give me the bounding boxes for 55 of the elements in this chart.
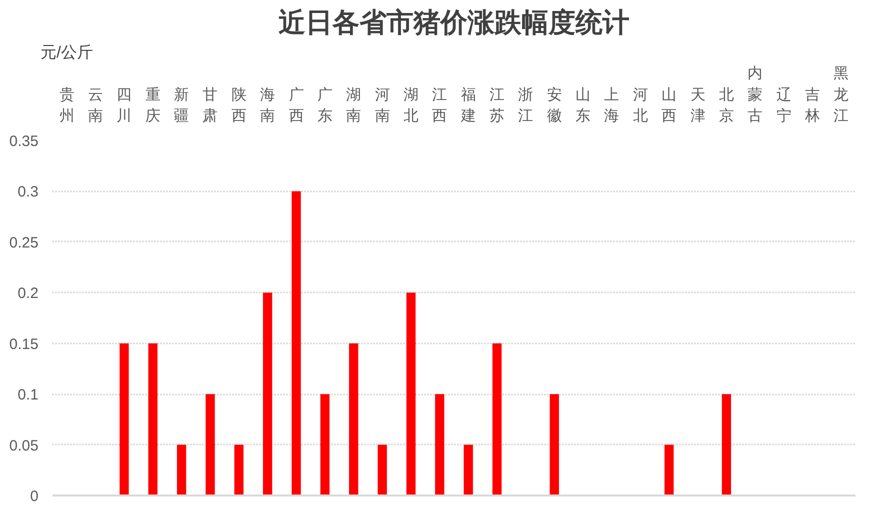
x-tick-label: 上海 — [604, 86, 620, 124]
x-tick-label: 内蒙古 — [748, 65, 763, 124]
x-tick-label: 浙江 — [518, 86, 534, 124]
bar — [550, 394, 559, 496]
bar — [176, 444, 186, 496]
bar — [292, 191, 301, 496]
x-tick-label: 福建 — [460, 86, 476, 124]
bar — [120, 343, 129, 496]
y-tick-label: 0 — [30, 488, 38, 505]
bar — [406, 292, 416, 496]
chart-title: 近日各省市猪价涨跌幅度统计 — [278, 8, 630, 38]
x-tick-label: 黑龙江 — [834, 65, 849, 124]
x-tick-label: 江苏 — [490, 86, 505, 124]
y-tick-label: 0.25 — [9, 234, 39, 252]
x-tick-label: 吉林 — [804, 86, 820, 124]
x-tick-label: 安徽 — [546, 86, 562, 124]
bar — [435, 394, 444, 496]
bar — [378, 444, 387, 496]
x-tick-label: 云南 — [88, 86, 104, 124]
x-tick-label: 海南 — [260, 86, 276, 124]
bar — [234, 444, 244, 496]
x-tick-label: 山东 — [576, 86, 591, 124]
bar — [320, 394, 330, 496]
y-tick-label: 0.3 — [18, 184, 39, 201]
bar — [492, 343, 502, 496]
bar — [464, 444, 473, 496]
x-tick-label: 河南 — [374, 86, 390, 124]
x-tick-label: 湖北 — [403, 86, 418, 124]
x-tick-label: 陕西 — [231, 86, 246, 124]
x-tick-label: 重庆 — [145, 86, 160, 124]
bar — [349, 343, 358, 496]
x-tick-label: 湖南 — [346, 86, 362, 124]
y-tick-label: 0.2 — [18, 285, 39, 302]
bar — [722, 394, 732, 496]
x-tick-label: 天津 — [690, 86, 706, 124]
x-tick-label: 北京 — [718, 86, 734, 124]
x-tick-label: 贵州 — [59, 86, 74, 124]
y-axis-title: 元/公斤 — [40, 44, 93, 62]
y-tick-label: 0.05 — [9, 437, 39, 454]
x-tick-label: 广东 — [317, 86, 332, 124]
bar — [664, 444, 674, 496]
x-tick-label: 甘肃 — [202, 86, 218, 124]
x-tick-label: 辽宁 — [776, 86, 792, 124]
bar — [148, 343, 158, 496]
bar — [263, 292, 272, 496]
x-tick-label: 广西 — [288, 86, 304, 124]
x-tick-label: 新疆 — [174, 86, 190, 124]
y-tick-label: 0.1 — [18, 386, 39, 404]
y-tick-label: 0.35 — [9, 133, 39, 150]
bar — [206, 394, 215, 496]
x-tick-label: 山西 — [662, 86, 677, 124]
x-tick-label: 四川 — [116, 86, 132, 124]
x-tick-label: 江西 — [432, 86, 448, 124]
x-tick-label: 河北 — [632, 86, 648, 124]
y-tick-label: 0.15 — [9, 336, 39, 353]
